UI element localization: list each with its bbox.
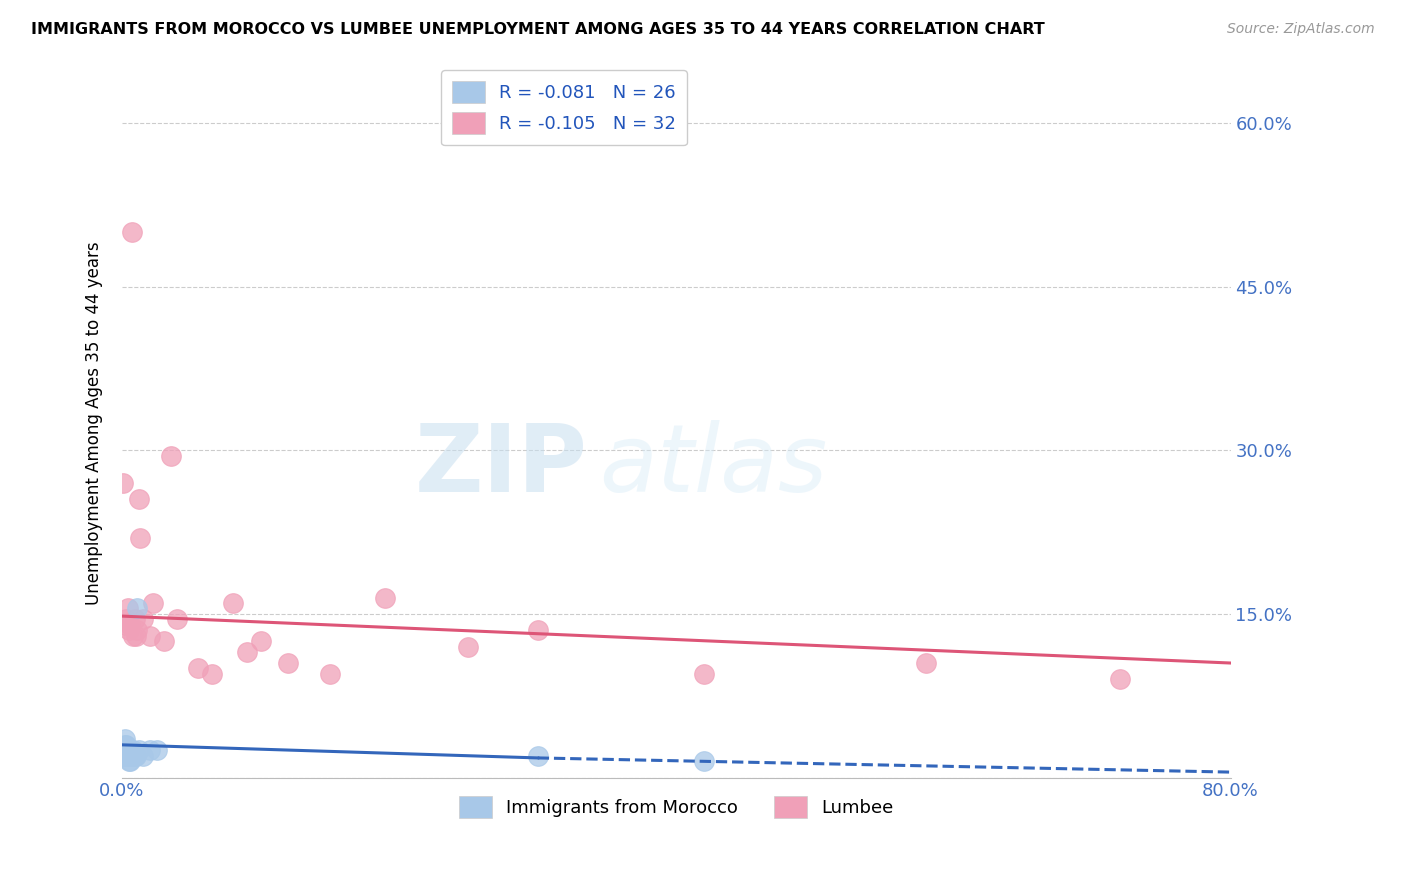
Point: [249, 634, 271, 648]
Point: [128, 492, 150, 507]
Point: [114, 743, 136, 757]
Point: [118, 624, 141, 638]
Point: [374, 591, 396, 605]
Point: [120, 754, 142, 768]
Point: [115, 738, 138, 752]
Point: [914, 656, 936, 670]
Point: [125, 748, 148, 763]
Point: [129, 531, 152, 545]
Point: [122, 743, 145, 757]
Point: [145, 743, 167, 757]
Point: [526, 624, 548, 638]
Text: Source: ZipAtlas.com: Source: ZipAtlas.com: [1227, 22, 1375, 37]
Point: [114, 732, 136, 747]
Point: [112, 743, 135, 757]
Point: [122, 629, 145, 643]
Point: [118, 748, 141, 763]
Point: [187, 661, 209, 675]
Point: [132, 612, 155, 626]
Y-axis label: Unemployment Among Ages 35 to 44 years: Unemployment Among Ages 35 to 44 years: [86, 241, 103, 605]
Point: [125, 629, 148, 643]
Point: [115, 748, 138, 763]
Text: atlas: atlas: [599, 420, 827, 511]
Point: [277, 656, 299, 670]
Point: [139, 629, 162, 643]
Point: [115, 743, 138, 757]
Point: [120, 743, 142, 757]
Point: [457, 640, 479, 654]
Text: ZIP: ZIP: [415, 419, 588, 512]
Point: [118, 743, 141, 757]
Point: [526, 748, 548, 763]
Point: [319, 667, 342, 681]
Legend: Immigrants from Morocco, Lumbee: Immigrants from Morocco, Lumbee: [453, 789, 901, 825]
Point: [118, 754, 141, 768]
Point: [120, 617, 142, 632]
Point: [121, 225, 143, 239]
Point: [152, 634, 174, 648]
Point: [132, 748, 155, 763]
Point: [124, 612, 146, 626]
Point: [124, 748, 146, 763]
Point: [222, 596, 245, 610]
Point: [166, 612, 188, 626]
Point: [159, 449, 181, 463]
Point: [693, 754, 716, 768]
Point: [128, 743, 150, 757]
Point: [693, 667, 716, 681]
Point: [115, 612, 138, 626]
Point: [141, 596, 163, 610]
Point: [127, 601, 149, 615]
Point: [112, 476, 135, 491]
Point: [236, 645, 259, 659]
Point: [117, 743, 139, 757]
Point: [117, 748, 139, 763]
Text: IMMIGRANTS FROM MOROCCO VS LUMBEE UNEMPLOYMENT AMONG AGES 35 TO 44 YEARS CORRELA: IMMIGRANTS FROM MOROCCO VS LUMBEE UNEMPL…: [31, 22, 1045, 37]
Point: [1108, 673, 1130, 687]
Point: [201, 667, 224, 681]
Point: [114, 617, 136, 632]
Point: [121, 748, 143, 763]
Point: [114, 738, 136, 752]
Point: [112, 748, 135, 763]
Point: [139, 743, 162, 757]
Point: [127, 624, 149, 638]
Point: [117, 601, 139, 615]
